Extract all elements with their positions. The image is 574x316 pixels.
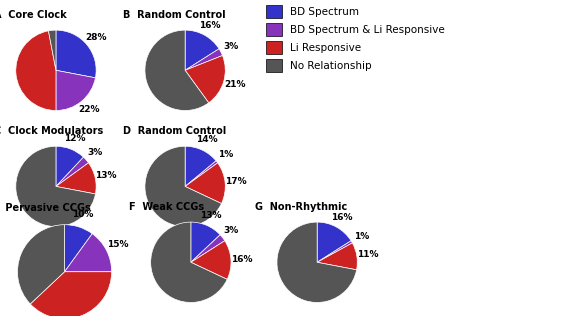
Text: 15%: 15%	[107, 240, 129, 249]
Wedge shape	[185, 146, 216, 186]
Text: 3%: 3%	[223, 42, 239, 52]
Text: 16%: 16%	[199, 21, 220, 30]
Text: E  Pervasive CCGs: E Pervasive CCGs	[0, 203, 90, 213]
Wedge shape	[30, 272, 111, 316]
Text: 21%: 21%	[224, 80, 245, 89]
Text: 14%: 14%	[196, 135, 218, 144]
Text: 13%: 13%	[200, 210, 222, 220]
Text: 12%: 12%	[64, 134, 86, 143]
Text: C  Clock Modulators: C Clock Modulators	[0, 126, 103, 136]
Text: B  Random Control: B Random Control	[123, 10, 226, 20]
Wedge shape	[64, 225, 92, 272]
Text: D  Random Control: D Random Control	[123, 126, 226, 136]
Wedge shape	[317, 241, 352, 262]
Wedge shape	[185, 56, 225, 103]
Wedge shape	[317, 243, 357, 270]
Wedge shape	[191, 235, 225, 262]
Text: 13%: 13%	[95, 171, 117, 180]
Wedge shape	[56, 146, 83, 186]
Wedge shape	[191, 222, 220, 262]
Legend: BD Spectrum, BD Spectrum & Li Responsive, Li Responsive, No Relationship: BD Spectrum, BD Spectrum & Li Responsive…	[266, 5, 445, 72]
Wedge shape	[185, 161, 218, 186]
Wedge shape	[145, 30, 209, 111]
Wedge shape	[185, 49, 223, 70]
Wedge shape	[151, 222, 227, 302]
Wedge shape	[185, 163, 225, 204]
Wedge shape	[16, 31, 56, 111]
Text: F  Weak CCGs: F Weak CCGs	[129, 202, 204, 212]
Wedge shape	[145, 146, 222, 227]
Wedge shape	[16, 146, 95, 227]
Text: 1%: 1%	[218, 150, 234, 159]
Wedge shape	[64, 234, 112, 272]
Text: 1%: 1%	[354, 232, 369, 240]
Text: 17%: 17%	[226, 177, 247, 186]
Text: 16%: 16%	[331, 213, 352, 222]
Text: 10%: 10%	[72, 210, 94, 219]
Text: A  Core Clock: A Core Clock	[0, 10, 67, 20]
Text: 11%: 11%	[357, 250, 379, 259]
Wedge shape	[277, 222, 356, 302]
Wedge shape	[185, 30, 219, 70]
Text: 16%: 16%	[231, 255, 253, 264]
Text: 28%: 28%	[85, 33, 106, 42]
Text: G  Non-Rhythmic: G Non-Rhythmic	[255, 202, 347, 212]
Wedge shape	[56, 70, 95, 111]
Text: 3%: 3%	[87, 148, 102, 157]
Text: 3%: 3%	[224, 226, 239, 235]
Wedge shape	[191, 241, 231, 279]
Wedge shape	[56, 30, 96, 78]
Wedge shape	[48, 30, 56, 70]
Wedge shape	[56, 163, 96, 194]
Wedge shape	[18, 225, 65, 304]
Text: 22%: 22%	[78, 106, 99, 114]
Wedge shape	[317, 222, 351, 262]
Wedge shape	[56, 157, 88, 186]
